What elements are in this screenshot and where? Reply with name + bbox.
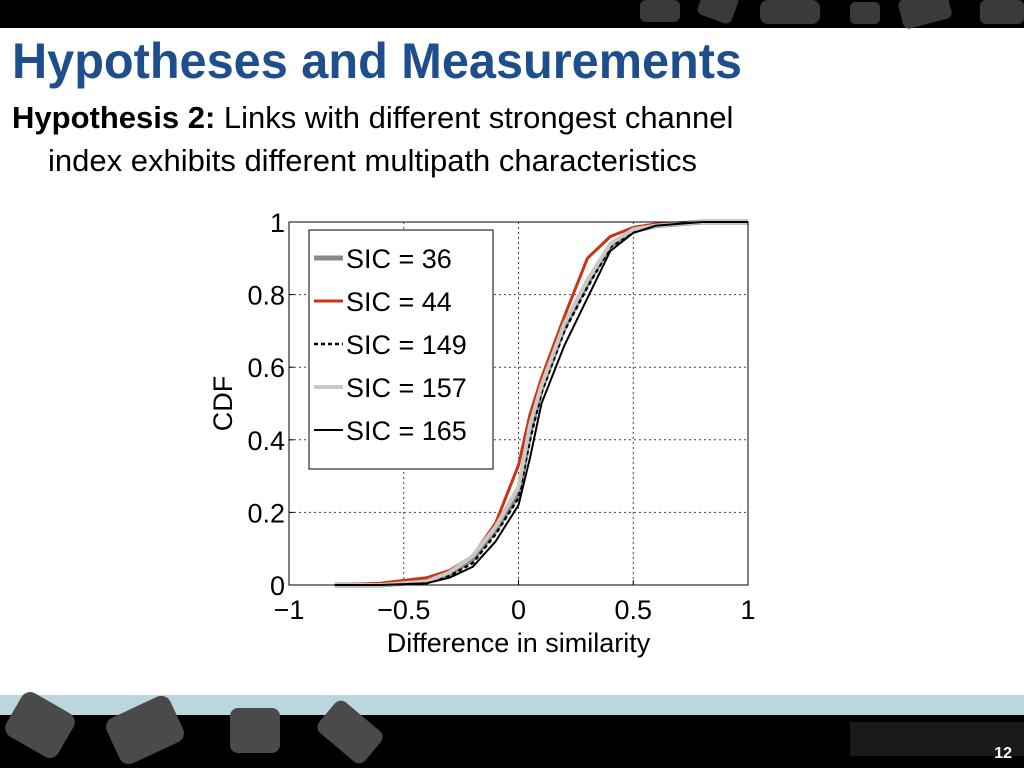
top-decoration [640, 0, 1024, 29]
slide-title: Hypotheses and Measurements [12, 33, 742, 89]
legend-label: SIC = 149 [346, 330, 467, 360]
y-tick-label: 0.4 [247, 426, 285, 456]
slide-number: 12 [994, 745, 1012, 762]
series-line [334, 221, 748, 586]
legend-label: SIC = 157 [346, 373, 467, 403]
x-tick-label: 1 [740, 595, 755, 625]
hypothesis-label: Hypothesis 2: [12, 100, 216, 135]
y-tick-label: 1 [270, 208, 285, 238]
legend-label: SIC = 36 [346, 244, 452, 274]
hypothesis-text: Links with different strongest channel [223, 100, 734, 135]
y-tick-label: 0 [270, 571, 285, 601]
legend-label: SIC = 165 [346, 416, 467, 446]
series-line [334, 220, 748, 587]
x-tick-label: −0.5 [377, 595, 430, 625]
x-tick-label: 0.5 [614, 595, 652, 625]
x-tick-label: 0 [511, 595, 526, 625]
x-tick-label: −1 [274, 595, 305, 625]
legend-label: SIC = 44 [346, 287, 452, 317]
x-axis-label: Difference in similarity [387, 628, 651, 658]
y-axis-label: CDF [208, 376, 238, 432]
legend: SIC = 36 SIC = 44 SIC = 149 SIC = 157 SIC = … [308, 229, 494, 470]
bottom-decoration [5, 692, 1024, 765]
hypothesis-text: index exhibits different multipath chara… [48, 143, 698, 178]
plot-frame [288, 221, 749, 586]
chart: −1 −0.5 0 0.5 1 0 0.2 0.4 0.6 0.8 1 Difference in s… [208, 208, 756, 658]
y-tick-label: 0.8 [247, 281, 285, 311]
hypothesis: Hypothesis 2: Links with different stron… [12, 96, 733, 182]
y-tick-label: 0.6 [247, 353, 285, 383]
y-tick-label: 0.2 [247, 498, 285, 528]
